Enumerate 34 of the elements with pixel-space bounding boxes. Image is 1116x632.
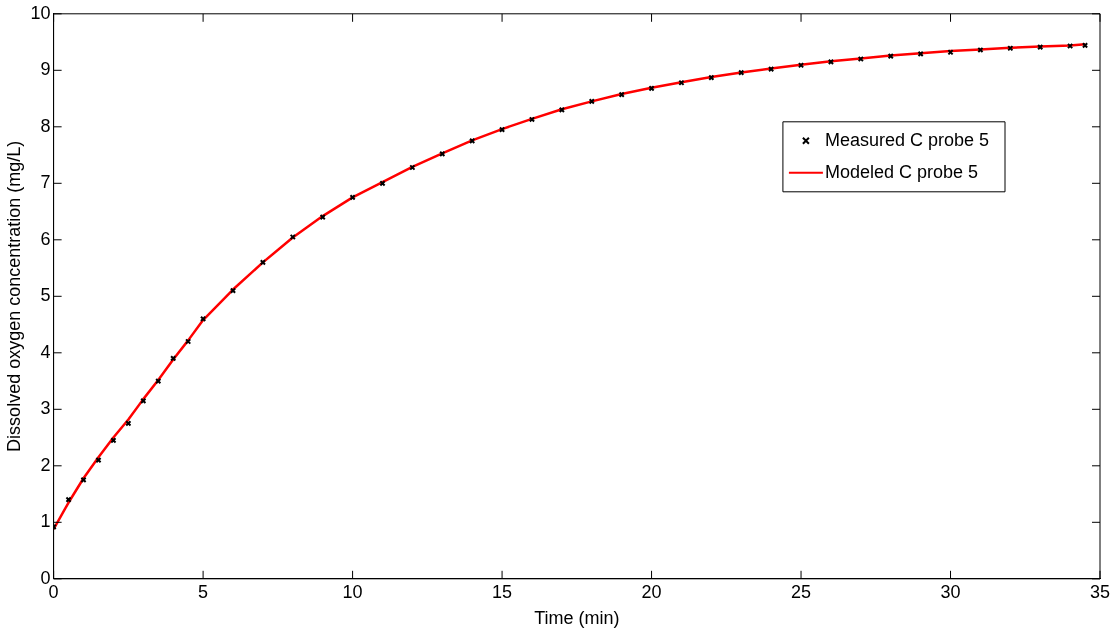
x-tick-label: 35 [1089, 581, 1111, 602]
point [768, 66, 775, 73]
x-tick-label: 15 [492, 581, 513, 602]
y-tick-label: 4 [40, 341, 51, 362]
x-tick-label: 30 [940, 581, 961, 602]
point [1037, 44, 1044, 51]
y-tick-label: 2 [40, 454, 51, 475]
y-tick-label: 7 [40, 172, 51, 193]
y-tick-label: 8 [40, 115, 51, 136]
y-tick-label: 10 [30, 2, 51, 23]
point [439, 150, 446, 158]
point [827, 58, 835, 65]
point [155, 377, 162, 385]
y-tick-label: 6 [40, 228, 51, 249]
point [289, 233, 296, 241]
y-tick-label: 0 [40, 567, 51, 588]
y-axis-title: Dissolved oxygen concentration (mg/L) [3, 140, 24, 452]
x-tick-label: 10 [342, 581, 363, 602]
y-tick-label: 1 [40, 511, 51, 532]
legend-label: Modeled C probe 5 [824, 161, 979, 182]
point [558, 106, 565, 113]
x-axis-title: Time (min) [534, 608, 620, 629]
x-tick-label: 20 [641, 581, 662, 602]
point [1066, 42, 1074, 50]
x-tick-label: 25 [791, 581, 812, 602]
point [857, 55, 864, 63]
point [199, 315, 207, 323]
x-tick-label: 5 [198, 581, 209, 602]
y-tick-label: 9 [40, 59, 51, 80]
legend-label: Measured C probe 5 [824, 129, 989, 150]
point [469, 137, 476, 145]
y-tick-label: 5 [40, 285, 51, 306]
y-tick-label: 3 [40, 398, 51, 419]
point [797, 62, 805, 69]
